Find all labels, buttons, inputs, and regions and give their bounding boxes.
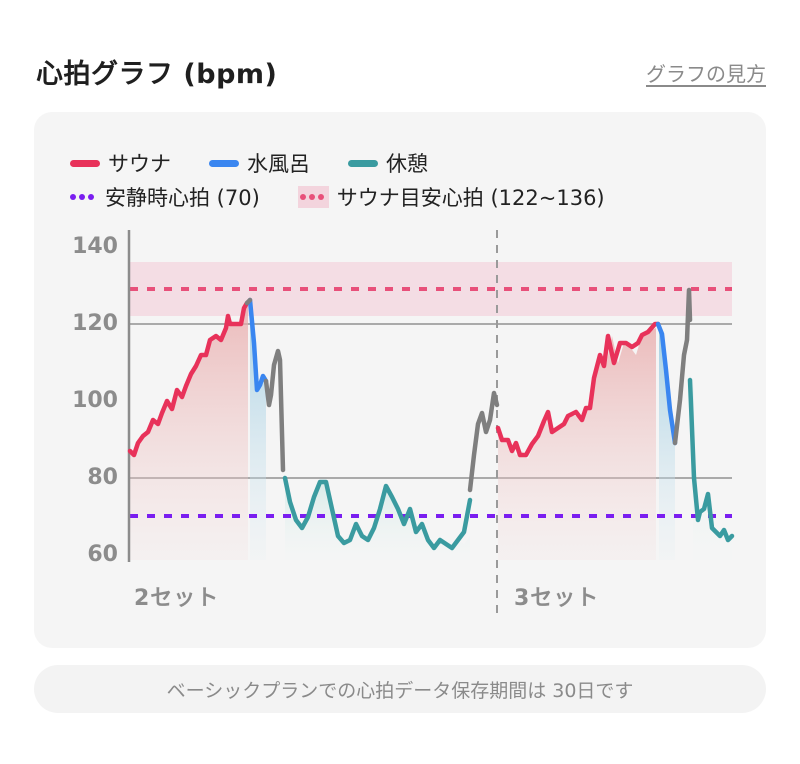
rest-line-set3 <box>687 377 735 543</box>
legend-sauna-target-label: サウナ目安心拍 (122~136) <box>336 186 605 210</box>
retention-note-text: ベーシックプランでの心拍データ保存期間は 30日です <box>166 679 634 702</box>
legend-rest-label: 休憩 <box>386 152 428 176</box>
legend-sauna-label: サウナ <box>108 152 171 176</box>
y-tick-100: 100 <box>72 388 118 413</box>
legend-row-phases: サウナ 水風呂 休憩 <box>70 148 466 178</box>
cold-bath-line-set2 <box>247 297 269 393</box>
cold-area-set3 <box>659 328 675 560</box>
legend-sauna-target: サウナ目安心拍 (122~136) <box>297 182 605 212</box>
page-title: 心拍グラフ (bpm) <box>36 59 278 90</box>
retention-note-banner: ベーシックプランでの心拍データ保存期間は 30日です <box>34 665 766 713</box>
transition-line-between <box>467 390 500 493</box>
transition-line-set3 <box>672 287 693 446</box>
transition-line-set2 <box>244 297 253 306</box>
resting-hr-dots-icon <box>70 194 97 200</box>
legend-resting-hr-label: 安静時心拍 (70) <box>105 186 260 210</box>
cold-bath-line-set3 <box>655 321 678 446</box>
x-label-set3: 3セット <box>514 586 600 611</box>
legend-cold-bath: 水風呂 <box>209 148 310 178</box>
x-label-set2: 2セット <box>134 586 220 611</box>
y-tick-140: 140 <box>72 234 118 259</box>
sauna-line-set3 <box>495 321 661 458</box>
y-tick-80: 80 <box>87 465 118 490</box>
sauna-target-band <box>130 262 732 316</box>
legend-resting-hr: 安静時心拍 (70) <box>70 182 260 212</box>
legend-rest: 休憩 <box>348 148 428 178</box>
legend-sauna: サウナ <box>70 148 171 178</box>
sauna-area-set2 <box>130 305 248 560</box>
cold-bath-line-icon <box>209 159 239 167</box>
sauna-line-icon <box>70 159 100 167</box>
legend-row-references: 安静時心拍 (70) サウナ目安心拍 (122~136) <box>70 182 643 212</box>
sauna-target-dots-icon <box>297 186 329 208</box>
y-tick-60: 60 <box>87 542 118 567</box>
legend-cold-bath-label: 水風呂 <box>247 152 310 176</box>
sauna-line-set2 <box>127 300 250 458</box>
rest-line-set2 <box>282 475 473 551</box>
sauna-area-set3 <box>498 328 656 560</box>
how-to-read-graph-link[interactable]: グラフの見方 <box>646 62 766 86</box>
y-tick-120: 120 <box>72 311 118 336</box>
transition-line-set2b <box>263 348 286 473</box>
rest-area-set3 <box>693 382 732 560</box>
rest-line-icon <box>348 159 378 167</box>
